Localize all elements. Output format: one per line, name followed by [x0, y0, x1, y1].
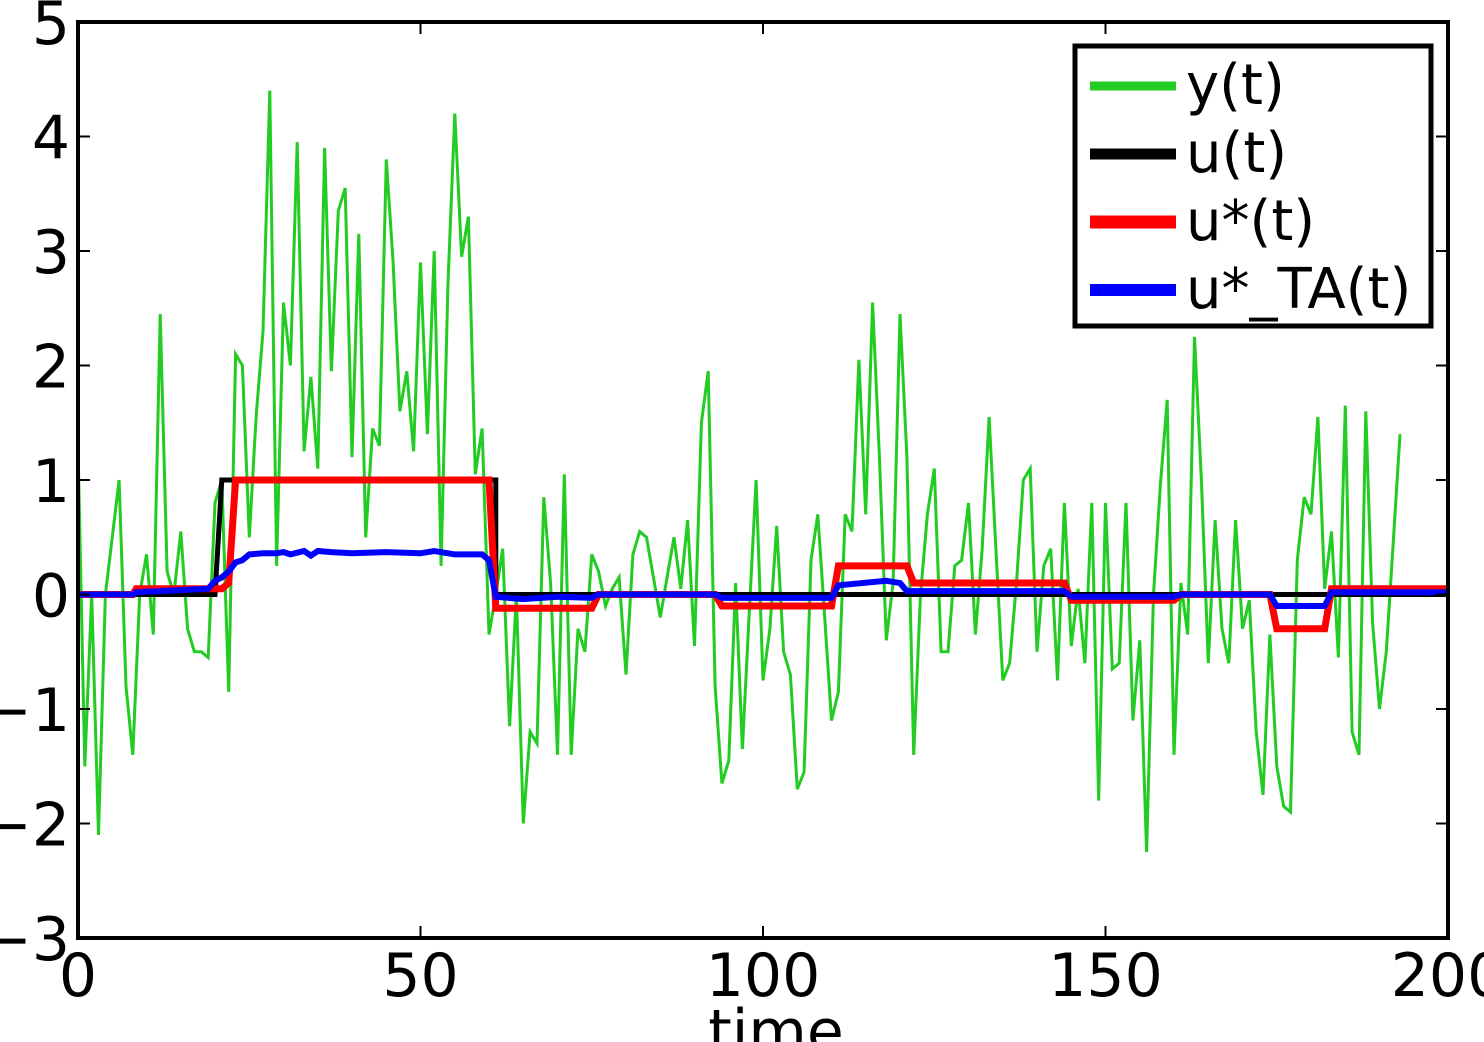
y-tick-label: −1 — [0, 676, 70, 746]
y-tick-label: −3 — [0, 905, 70, 975]
x-tick-label: 0 — [59, 941, 97, 1011]
legend-label-0: y(t) — [1186, 53, 1285, 118]
y-tick-label: 4 — [32, 104, 70, 174]
legend-label-1: u(t) — [1186, 121, 1287, 186]
series-line-0 — [78, 90, 1402, 853]
ticks-layer — [77, 21, 1449, 939]
x-axis-title: time — [708, 997, 844, 1042]
y-tick-label: 5 — [32, 0, 70, 59]
legend: y(t)u(t)u*(t)u*_TA(t) — [1072, 43, 1434, 329]
series-line-3 — [78, 547, 1448, 609]
legend-label-2: u*(t) — [1186, 189, 1315, 254]
y-tick-label: 3 — [32, 218, 70, 288]
y-tick-label: 2 — [32, 333, 70, 403]
y-tick-label: 1 — [32, 447, 70, 517]
x-tick-label: 100 — [706, 941, 821, 1011]
legend-box — [1072, 43, 1434, 329]
series-layer — [78, 90, 1448, 853]
y-tick-label: 0 — [32, 562, 70, 632]
x-tick-label: 50 — [382, 941, 458, 1011]
x-tick-label: 150 — [1048, 941, 1163, 1011]
x-tick-label: 200 — [1391, 941, 1484, 1011]
y-tick-label: −2 — [0, 791, 70, 861]
legend-label-3: u*_TA(t) — [1186, 257, 1411, 322]
series-line-1 — [78, 477, 1448, 597]
tick-labels-layer: 0 50 100 150 200 −3 −2 −1 0 1 2 3 4 5 — [0, 0, 1484, 1011]
